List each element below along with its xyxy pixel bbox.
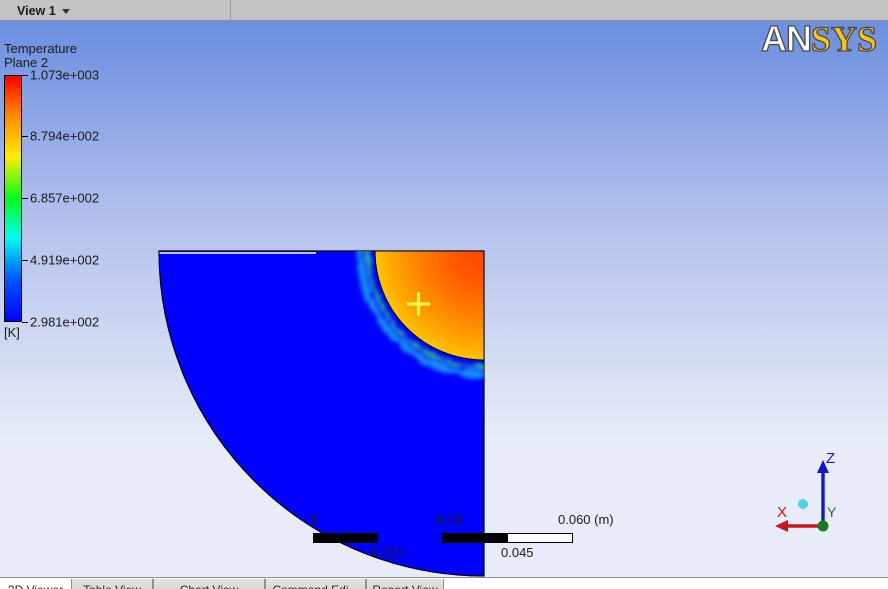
svg-text:Y: Y [827,504,837,520]
svg-text:X: X [777,504,787,521]
svg-text:Z: Z [826,450,835,467]
